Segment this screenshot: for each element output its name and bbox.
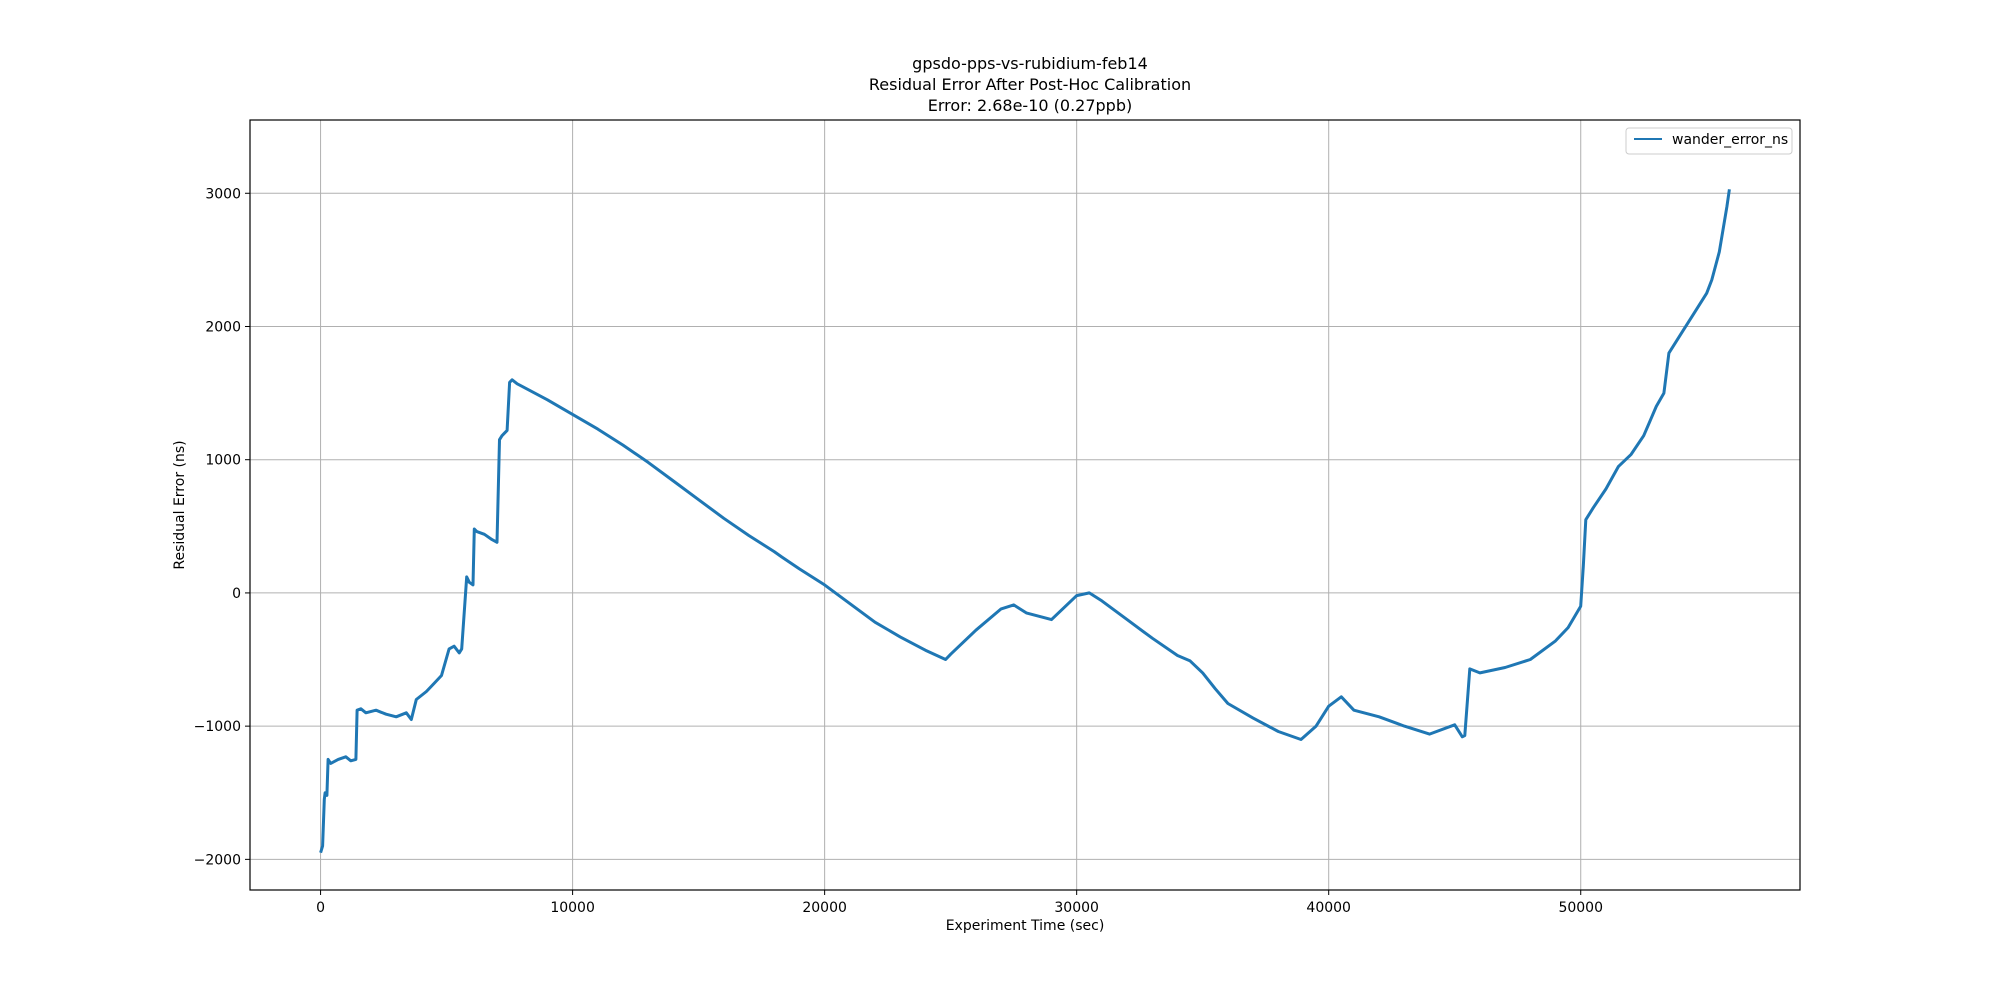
y-tick-label: −1000 <box>194 719 241 735</box>
chart-title-line-1: gpsdo-pps-vs-rubidium-feb14 <box>912 54 1148 73</box>
chart-title-line-3: Error: 2.68e-10 (0.27ppb) <box>928 96 1132 115</box>
y-tick-label: −2000 <box>194 852 241 868</box>
legend-label: wander_error_ns <box>1672 132 1788 148</box>
data-series <box>319 189 1731 854</box>
chart-title: gpsdo-pps-vs-rubidium-feb14 Residual Err… <box>869 54 1191 115</box>
grid-lines <box>250 120 1800 890</box>
x-tick-label: 30000 <box>1054 900 1099 916</box>
y-tick-label: 2000 <box>205 319 241 335</box>
x-tick-label: 40000 <box>1306 900 1351 916</box>
y-tick-label: 1000 <box>205 453 241 469</box>
y-tick-label: 0 <box>232 586 241 602</box>
x-tick-label: 50000 <box>1558 900 1603 916</box>
y-axis-label: Residual Error (ns) <box>172 440 188 569</box>
x-axis-label: Experiment Time (sec) <box>946 918 1105 934</box>
legend-box <box>1625 127 1793 155</box>
chart-title-line-2: Residual Error After Post-Hoc Calibratio… <box>869 75 1191 94</box>
series-line-wander_error_ns <box>319 189 1731 854</box>
legend: wander_error_ns <box>1625 127 1793 155</box>
x-tick-label: 10000 <box>550 900 595 916</box>
plot-area-frame <box>249 119 1801 891</box>
y-tick-label: 3000 <box>205 186 241 202</box>
y-axis-ticks: −2000 −1000 0 1000 2000 3000 <box>194 186 250 868</box>
x-tick-label: 0 <box>316 900 325 916</box>
x-axis-ticks: 0 10000 20000 30000 40000 50000 <box>316 890 1603 916</box>
x-tick-label: 20000 <box>802 900 847 916</box>
